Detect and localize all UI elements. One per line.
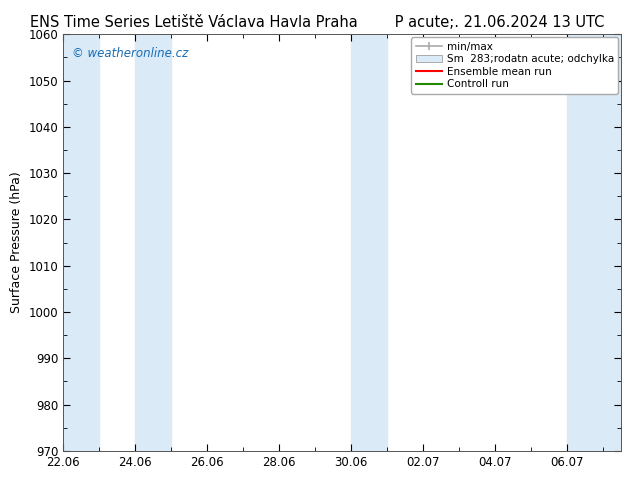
Y-axis label: Surface Pressure (hPa): Surface Pressure (hPa)	[10, 172, 23, 314]
Bar	[567, 34, 621, 451]
Text: ENS Time Series Letiště Václava Havla Praha        P acute;. 21.06.2024 13 UTC: ENS Time Series Letiště Václava Havla Pr…	[30, 15, 604, 30]
Legend: min/max, Sm  283;rodatn acute; odchylka, Ensemble mean run, Controll run: min/max, Sm 283;rodatn acute; odchylka, …	[411, 37, 618, 94]
Bar	[63, 34, 100, 451]
Text: © weatheronline.cz: © weatheronline.cz	[72, 47, 188, 60]
Bar	[351, 34, 387, 451]
Bar	[136, 34, 171, 451]
